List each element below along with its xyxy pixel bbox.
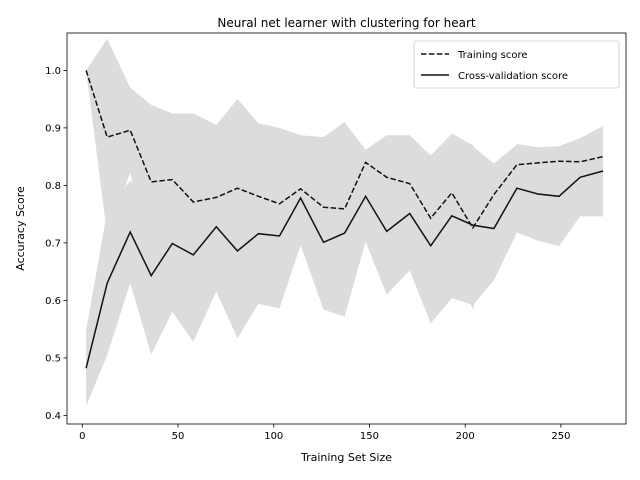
y-tick-label: 0.9 (45, 123, 61, 134)
y-axis-ticks: 0.4 0.5 0.6 0.7 0.8 0.9 1.0 (45, 66, 67, 422)
series-lines (85, 70, 604, 369)
legend-label-cross-validation: Cross-validation score (458, 71, 568, 82)
confidence-bands (86, 38, 604, 407)
x-tick-label: 200 (456, 431, 475, 442)
x-tick-label: 150 (360, 431, 379, 442)
plot-frame (66, 32, 627, 425)
x-axis-label: Training Set Size (300, 451, 392, 464)
x-tick-label: 250 (551, 431, 570, 442)
legend-box (413, 40, 620, 89)
y-tick-label: 0.7 (45, 238, 61, 249)
y-tick-label: 1.0 (45, 66, 61, 77)
x-axis-ticks: 0 50 100 150 200 250 (79, 424, 570, 442)
y-tick-label: 0.5 (45, 353, 61, 364)
y-axis-label: Accuracy Score (14, 186, 27, 271)
y-tick-label: 0.6 (45, 296, 61, 307)
chart-title: Neural net learner with clustering for h… (217, 16, 475, 30)
x-tick-label: 0 (79, 431, 85, 442)
band-cross-validation (86, 126, 604, 407)
legend: Training score Cross-validation score (413, 40, 620, 89)
x-tick-label: 50 (172, 431, 185, 442)
x-tick-label: 100 (264, 431, 283, 442)
legend-label-training: Training score (457, 50, 528, 61)
y-tick-label: 0.8 (45, 181, 61, 192)
y-tick-label: 0.4 (45, 411, 61, 422)
